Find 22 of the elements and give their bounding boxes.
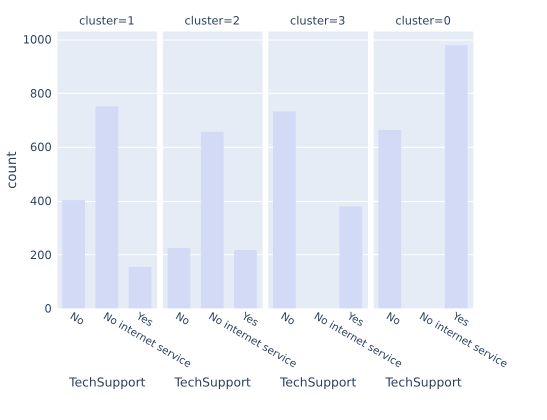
chart-title: cluster=3	[290, 13, 346, 28]
chart-title: cluster=1	[79, 13, 135, 28]
chart-title: cluster=2	[184, 13, 240, 28]
x-tick-label: No	[173, 310, 192, 328]
y-tick-label: 0	[44, 302, 52, 316]
bar	[128, 266, 152, 308]
chart-title: cluster=0	[395, 13, 451, 28]
x-tick-label: No	[384, 310, 402, 328]
bar	[62, 200, 85, 308]
x-axis-title: TechSupport	[384, 376, 462, 390]
x-tick-label: No	[68, 310, 86, 328]
x-axis-title: TechSupport	[68, 376, 146, 390]
bar	[95, 106, 118, 308]
y-tick-label: 1000	[22, 32, 52, 46]
y-axis-title: count	[5, 151, 20, 189]
x-tick-label: No	[278, 310, 297, 328]
y-tick-label: 800	[30, 86, 52, 100]
y-tick-label: 600	[30, 140, 52, 154]
y-tick-label: 400	[30, 194, 52, 208]
x-axis-title: TechSupport	[278, 376, 356, 390]
y-tick-label: 200	[30, 248, 52, 262]
x-axis-title: TechSupport	[174, 376, 252, 390]
